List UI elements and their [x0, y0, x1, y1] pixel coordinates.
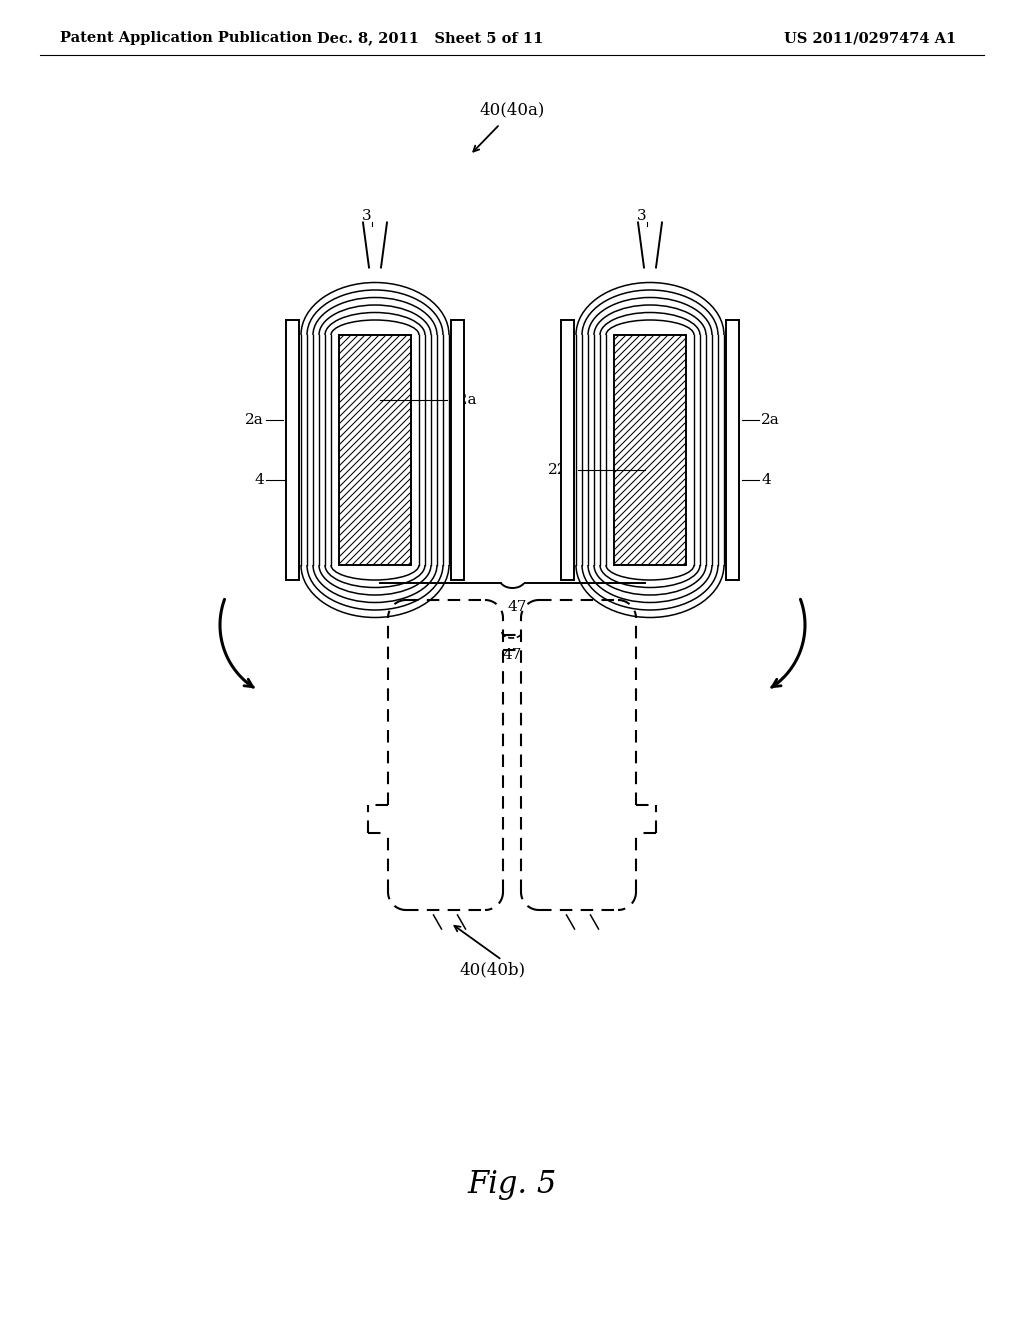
Text: 40(40a): 40(40a) — [479, 102, 545, 119]
Bar — [561, 319, 574, 579]
Bar — [339, 335, 411, 565]
Bar — [726, 319, 739, 579]
Text: 2a: 2a — [246, 413, 264, 426]
Text: 3: 3 — [362, 209, 372, 223]
Bar — [614, 335, 686, 565]
Bar — [451, 319, 464, 579]
Text: Dec. 8, 2011   Sheet 5 of 11: Dec. 8, 2011 Sheet 5 of 11 — [316, 30, 543, 45]
Text: US 2011/0297474 A1: US 2011/0297474 A1 — [784, 30, 956, 45]
Text: 2a: 2a — [761, 413, 779, 426]
Bar — [612, 333, 688, 568]
Text: Fig. 5: Fig. 5 — [467, 1170, 557, 1200]
Text: 47: 47 — [503, 648, 521, 663]
Text: 22a: 22a — [449, 393, 477, 407]
Text: 4: 4 — [761, 473, 771, 487]
Text: 22a: 22a — [548, 463, 575, 477]
Text: 47: 47 — [508, 601, 527, 614]
Text: 4: 4 — [254, 473, 264, 487]
Bar — [337, 333, 413, 568]
Bar — [286, 319, 299, 579]
Text: 3: 3 — [637, 209, 647, 223]
Text: Patent Application Publication: Patent Application Publication — [60, 30, 312, 45]
Text: 40(40b): 40(40b) — [459, 961, 525, 978]
